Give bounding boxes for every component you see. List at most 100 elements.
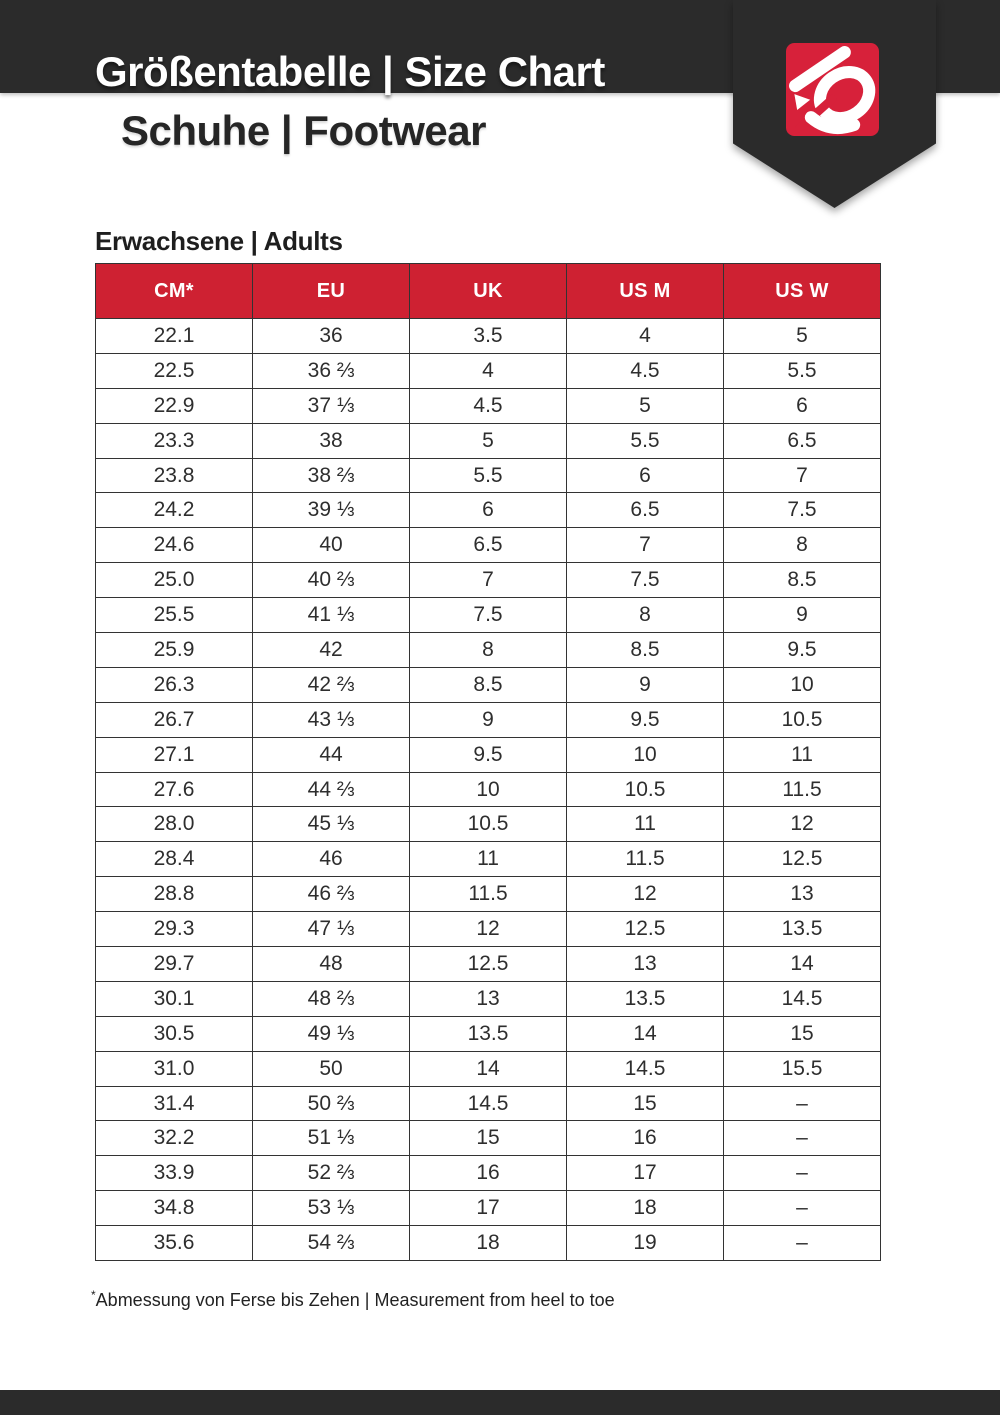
table-cell: 48	[252, 946, 410, 982]
table-row: 34.8 53 ⅓ 17 18–	[95, 1190, 881, 1227]
table-cell: 37 ⅓	[252, 387, 410, 424]
table-row: 23.3 38 5 5.5 6.5	[95, 422, 881, 459]
table-cell: 9.5	[566, 701, 724, 738]
table-cell: 5.5	[723, 352, 881, 389]
table-cell: 22.9	[95, 387, 253, 424]
table-cell: 24.6	[95, 527, 253, 564]
column-header: CM*	[95, 263, 253, 319]
table-cell: 51 ⅓	[252, 1120, 410, 1157]
table-row: 24.6 40 6.5 7 8	[95, 527, 881, 564]
table-cell: 33.9	[95, 1155, 253, 1192]
table-cell: 10	[723, 666, 881, 703]
table-cell: 11	[409, 841, 567, 878]
table-row: 29.3 47 ⅓ 12 12.5 13.5	[95, 911, 881, 948]
table-cell: 8.5	[409, 666, 567, 703]
table-cell: 9.5	[409, 736, 567, 773]
table-cell: 7.5	[723, 492, 881, 529]
table-cell: 9	[566, 666, 724, 703]
table-cell: 18	[566, 1190, 724, 1227]
table-cell: 12	[723, 806, 881, 843]
table-cell: 40 ⅔	[252, 562, 410, 599]
table-cell: 6.5	[409, 527, 567, 564]
table-cell: 42 ⅔	[252, 666, 410, 703]
table-cell: 36	[252, 318, 410, 354]
table-cell: 8	[409, 632, 567, 668]
table-cell: 9	[723, 597, 881, 634]
table-row: 28.0 45 ⅓ 10.5 11 12	[95, 806, 881, 843]
table-cell: 22.5	[95, 352, 253, 389]
table-cell: 28.8	[95, 876, 253, 913]
page-subtitle: Schuhe | Footwear	[121, 107, 486, 154]
table-cell: 4.5	[409, 387, 567, 424]
table-cell: 22.1	[95, 318, 253, 354]
table-row: 28.8 46 ⅔ 11.5 12 13	[95, 876, 881, 913]
table-cell: 27.1	[95, 736, 253, 773]
column-header: EU	[252, 263, 410, 319]
table-cell: 7	[566, 527, 724, 564]
table-cell: 12	[409, 911, 567, 948]
table-cell: 15.5	[723, 1050, 881, 1087]
table-row: 28.4 46 11 11.5 12.5	[95, 841, 881, 878]
table-cell: 5.5	[566, 422, 724, 459]
table-cell: 44	[252, 736, 410, 773]
table-cell: 6.5	[566, 492, 724, 529]
table-cell: 30.1	[95, 980, 253, 1017]
table-cell: 49 ⅓	[252, 1015, 410, 1052]
table-row: 25.0 40 ⅔ 7 7.5 8.5	[95, 562, 881, 599]
table-cell: 13	[409, 980, 567, 1017]
column-header: US W	[723, 263, 881, 319]
table-row: 27.6 44 ⅔ 10 10.5 11.5	[95, 771, 881, 808]
table-cell: 25.5	[95, 597, 253, 634]
table-cell: 5.5	[409, 457, 567, 494]
size-chart-table: CM* EU UK US M US W 22.1 36 3.5 4 5 22.5 36 ⅔ 4 4.5 5…	[95, 263, 881, 1262]
table-cell: 46	[252, 841, 410, 878]
table-cell: 28.4	[95, 841, 253, 878]
table-cell: 26.7	[95, 701, 253, 738]
table-cell: 14	[409, 1050, 567, 1087]
table-row: 35.6 54 ⅔ 18 19–	[95, 1225, 881, 1262]
table-cell: 10	[409, 771, 567, 808]
table-row: 29.7 48 12.5 13 14	[95, 946, 881, 982]
table-cell: –	[723, 1120, 881, 1157]
table-cell: 12.5	[723, 841, 881, 878]
table-cell: –	[723, 1155, 881, 1192]
table-cell: 17	[566, 1155, 724, 1192]
table-cell: 6	[566, 457, 724, 494]
footnote-text: Abmessung von Ferse bis Zehen | Measurem…	[95, 1290, 615, 1310]
table-cell: 29.7	[95, 946, 253, 982]
table-cell: 35.6	[95, 1225, 253, 1262]
table-cell: 54 ⅔	[252, 1225, 410, 1262]
table-row: 30.5 49 ⅓ 13.5 14 15	[95, 1015, 881, 1052]
table-cell: 13	[566, 946, 724, 982]
table-cell: 12	[566, 876, 724, 913]
table-cell: 47 ⅓	[252, 911, 410, 948]
table-cell: 27.6	[95, 771, 253, 808]
table-cell: 12.5	[566, 911, 724, 948]
column-header: US M	[566, 263, 724, 319]
table-cell: 9.5	[723, 632, 881, 668]
table-cell: 6	[723, 387, 881, 424]
table-row: 22.1 36 3.5 4 5	[95, 318, 881, 354]
five-ten-logo-icon	[786, 43, 879, 136]
table-row: 23.8 38 ⅔ 5.5 6 7	[95, 457, 881, 494]
table-cell: 7.5	[566, 562, 724, 599]
table-cell: 31.0	[95, 1050, 253, 1087]
table-cell: 12.5	[409, 946, 567, 982]
table-cell: 3.5	[409, 318, 567, 354]
table-cell: 4	[409, 352, 567, 389]
table-header-row: CM* EU UK US M US W	[95, 263, 881, 319]
table-cell: 25.0	[95, 562, 253, 599]
table-cell: 5	[409, 422, 567, 459]
table-head: CM* EU UK US M US W	[95, 263, 881, 319]
footer-band	[0, 1390, 1000, 1415]
table-cell: 38	[252, 422, 410, 459]
table-cell: 7	[409, 562, 567, 599]
table-row: 27.1 44 9.5 10 11	[95, 736, 881, 773]
column-header: UK	[409, 263, 567, 319]
table-cell: 9	[409, 701, 567, 738]
table-row: 31.4 50 ⅔ 14.5 15–	[95, 1085, 881, 1122]
table-cell: 39 ⅓	[252, 492, 410, 529]
table-cell: 13.5	[566, 980, 724, 1017]
table-cell: 4	[566, 318, 724, 354]
